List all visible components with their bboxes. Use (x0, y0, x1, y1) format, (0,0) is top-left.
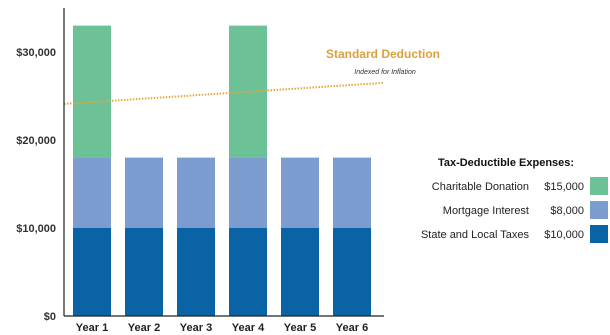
y-tick-label: $10,000 (16, 223, 56, 235)
legend-item-amount: $8,000 (550, 205, 584, 217)
legend-item-amount: $10,000 (544, 229, 584, 241)
standard-deduction-sublabel: Indexed for Inflation (354, 69, 416, 76)
y-tick-label: $30,000 (16, 47, 56, 59)
x-tick-label: Year 3 (180, 322, 212, 334)
legend-swatch (590, 177, 608, 195)
axis-layer (63, 8, 384, 317)
y-tick-labels: $0 $10,000 $20,000 $30,000 (16, 47, 56, 323)
y-tick-label: $0 (44, 311, 56, 323)
legend-item-label: State and Local Taxes (421, 229, 530, 241)
x-tick-label: Year 4 (232, 322, 265, 334)
bar-segment-mortgage-interest (333, 157, 371, 228)
x-tick-labels: Year 1 Year 2 Year 3 Year 4 Year 5 Year 6 (76, 322, 368, 334)
x-tick-label: Year 5 (284, 322, 316, 334)
legend-item-label: Charitable Donation (432, 181, 529, 193)
bar-segment-state-and-local-taxes (125, 228, 163, 316)
x-tick-label: Year 1 (76, 322, 108, 334)
legend-items: Charitable Donation $15,000 Mortgage Inter… (421, 177, 608, 243)
bar-segment-state-and-local-taxes (177, 228, 215, 316)
bar-segment-mortgage-interest (177, 157, 215, 228)
bar-segment-mortgage-interest (229, 157, 267, 228)
standard-deduction-line (63, 81, 385, 105)
bar-segment-mortgage-interest (73, 157, 111, 228)
legend-swatch (590, 225, 608, 243)
legend-item-amount: $15,000 (544, 181, 584, 193)
bar-segment-state-and-local-taxes (73, 228, 111, 316)
x-tick-label: Year 2 (128, 322, 160, 334)
standard-deduction-label: Standard Deduction (326, 47, 440, 61)
bar-segment-state-and-local-taxes (281, 228, 319, 316)
legend-swatch (590, 201, 608, 219)
y-tick-label: $20,000 (16, 135, 56, 147)
legend-title: Tax-Deductible Expenses: (438, 157, 574, 169)
legend-item-label: Mortgage Interest (443, 205, 529, 217)
legend: Tax-Deductible Expenses: Charitable Dona… (421, 157, 608, 243)
bar-segment-state-and-local-taxes (333, 228, 371, 316)
bar-segment-charitable-donation (73, 25, 111, 158)
bars-layer (73, 25, 371, 316)
reference-line-layer (63, 81, 385, 105)
bar-segment-state-and-local-taxes (229, 228, 267, 316)
x-tick-label: Year 6 (336, 322, 368, 334)
bar-segment-mortgage-interest (281, 157, 319, 228)
bar-segment-mortgage-interest (125, 157, 163, 228)
